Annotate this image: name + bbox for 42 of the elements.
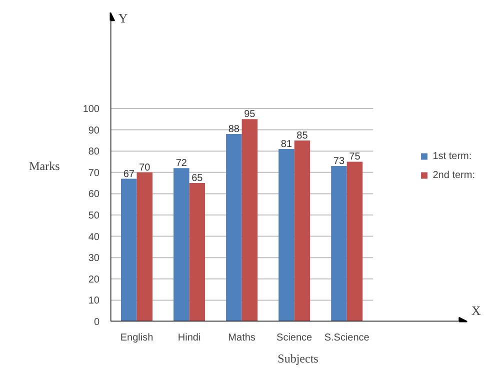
- data-label: 75: [349, 152, 361, 163]
- bar: [278, 148, 294, 322]
- bar: [294, 140, 310, 322]
- x-tick-label: Science: [276, 332, 313, 344]
- text: X: [471, 303, 482, 318]
- data-label: 85: [296, 130, 308, 142]
- x-tick-label: Maths: [228, 332, 256, 344]
- bar: [331, 166, 347, 322]
- data-label: 73: [333, 156, 345, 167]
- data-label: 72: [176, 158, 188, 170]
- y-axis-title: Marks: [29, 159, 60, 173]
- y-tick-label: 50: [88, 210, 100, 222]
- y-tick-label: 70: [88, 168, 100, 179]
- bar: [121, 178, 137, 322]
- x-tick-label: S.Science: [324, 332, 370, 344]
- y-tick-label: 20: [88, 274, 100, 286]
- legend-label: 1st term:: [432, 150, 472, 162]
- bar: [189, 183, 206, 322]
- y-tick-label: 100: [82, 104, 100, 115]
- y-tick-label: 80: [88, 146, 100, 158]
- y-tick-label: 60: [88, 189, 100, 200]
- bar: [242, 119, 258, 322]
- bar: [346, 162, 363, 322]
- data-label: 88: [228, 124, 240, 136]
- legend-label: 2nd term:: [432, 170, 475, 180]
- bar: [226, 134, 242, 322]
- data-label: 65: [192, 173, 204, 184]
- data-label: 67: [123, 168, 135, 180]
- bar: [174, 168, 190, 322]
- x-tick-label: Hindi: [178, 332, 201, 344]
- bar: [136, 172, 153, 322]
- y-tick-label: 90: [88, 125, 100, 136]
- data-label: 81: [280, 138, 292, 150]
- data-label: 95: [244, 109, 256, 120]
- annotation: Y: [118, 10, 128, 26]
- x-tick-label: English: [120, 332, 154, 344]
- y-tick-label: 10: [88, 296, 100, 307]
- y-tick-label: 30: [88, 253, 100, 264]
- x-axis-title: Subjects: [278, 352, 319, 366]
- y-tick-label: 40: [88, 232, 100, 243]
- y-tick-label: 0: [94, 317, 100, 328]
- data-label: 70: [139, 162, 151, 174]
